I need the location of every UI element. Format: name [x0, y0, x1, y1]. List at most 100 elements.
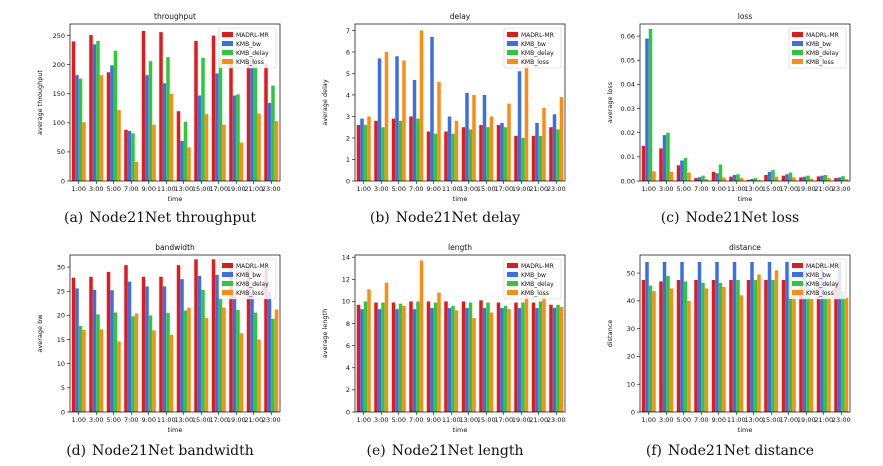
bar-kmb_loss-2300 [274, 309, 279, 412]
bar-kmb_bw-900 [430, 36, 434, 182]
x-tick-label: 19:00 [512, 416, 531, 424]
bar-madrl-mr-1100 [159, 276, 163, 412]
bar-kmb_delay-2300 [556, 304, 560, 412]
y-tick-label: 7 [346, 27, 350, 35]
chart-title: delay [450, 12, 471, 21]
bar-madrl-mr-100 [641, 145, 646, 181]
x-tick-label: 5:00 [676, 416, 691, 424]
legend-swatch-kmb_bw [792, 272, 803, 277]
bar-kmb_loss-2300 [559, 97, 564, 181]
y-axis-label: average bw [36, 314, 44, 353]
x-tick-label: 15:00 [762, 416, 781, 424]
bar-kmb_delay-700 [131, 316, 135, 412]
bar-kmb_delay-100 [78, 326, 83, 412]
bar-kmb_loss-1300 [472, 94, 476, 181]
bar-kmb_loss-700 [419, 260, 424, 412]
bar-kmb_bw-1100 [162, 83, 167, 181]
bar-kmb_loss-500 [402, 60, 406, 182]
bar-kmb_delay-1100 [166, 312, 170, 412]
bar-kmb_bw-1300 [180, 140, 184, 181]
bar-kmb_delay-1500 [771, 170, 775, 181]
y-tick-label: 20 [627, 353, 635, 361]
bar-kmb_delay-2100 [823, 174, 828, 181]
bar-madrl-mr-1100 [444, 131, 448, 181]
bar-kmb_delay-100 [78, 78, 83, 181]
bar-madrl-mr-1900 [229, 267, 233, 412]
bar-kmb_delay-900 [148, 315, 153, 412]
bar-kmb_loss-1500 [774, 270, 779, 412]
bar-kmb_delay-700 [131, 133, 135, 181]
legend-box [503, 258, 562, 300]
bar-kmb_loss-1700 [792, 291, 796, 412]
bar-madrl-mr-100 [71, 277, 76, 412]
bar-kmb_delay-1100 [451, 133, 455, 181]
x-tick-label: 21:00 [529, 416, 548, 424]
bar-kmb_loss-900 [722, 177, 726, 181]
legend-label-kmb_bw: KMB_bw [236, 41, 261, 48]
bar-kmb_bw-2300 [552, 114, 557, 181]
bar-kmb_bw-100 [360, 118, 364, 181]
bar-kmb_bw-500 [395, 309, 399, 412]
bar-madrl-mr-300 [374, 302, 378, 412]
bar-madrl-mr-1500 [764, 280, 768, 412]
y-tick-label: 0 [61, 177, 65, 185]
bar-kmb_bw-500 [110, 290, 114, 412]
legend-swatch-madrl-mr [792, 32, 803, 37]
bar-kmb_loss-500 [687, 300, 691, 412]
y-tick-label: 10 [627, 381, 635, 389]
caption-bandwidth: (d) Node21Net bandwidth [15, 443, 305, 459]
x-tick-label: 21:00 [814, 185, 833, 193]
y-tick-label: 6 [346, 342, 350, 350]
bar-kmb_bw-1100 [447, 308, 452, 412]
bar-madrl-mr-500 [676, 280, 681, 412]
y-axis-label: average delay [321, 79, 329, 126]
plot-frame [639, 254, 851, 413]
legend-label-kmb_bw: KMB_bw [236, 272, 261, 279]
bar-kmb_delay-1300 [183, 310, 188, 412]
bar-madrl-mr-1300 [176, 265, 181, 412]
bar-madrl-mr-2100 [531, 302, 536, 412]
bar-kmb_bw-700 [127, 281, 132, 412]
bar-kmb_delay-300 [381, 302, 385, 412]
x-tick-label: 23:00 [547, 185, 566, 193]
bar-madrl-mr-2300 [834, 178, 838, 181]
bar-kmb_loss-100 [367, 116, 371, 181]
bar-madrl-mr-1700 [496, 302, 501, 412]
x-axis-label: time [738, 195, 753, 203]
legend-box [788, 27, 847, 69]
bar-kmb_bw-1900 [232, 292, 237, 412]
bar-kmb_delay-100 [363, 301, 368, 412]
bar-kmb_delay-1500 [201, 57, 205, 182]
x-tick-label: 5:00 [106, 416, 121, 424]
bar-madrl-mr-1100 [729, 176, 733, 181]
y-tick-label: 0.02 [621, 129, 635, 137]
bar-kmb_bw-100 [360, 309, 364, 412]
bar-madrl-mr-900 [426, 131, 431, 181]
bar-kmb_loss-2100 [827, 296, 831, 412]
bar-kmb_delay-500 [683, 158, 688, 181]
x-tick-label: 7:00 [694, 185, 709, 193]
legend-swatch-madrl-mr [222, 263, 233, 268]
legend-swatch-kmb_bw [507, 272, 518, 277]
bar-kmb_delay-2300 [271, 85, 275, 181]
y-axis-label: average length [321, 309, 329, 358]
bar-kmb_loss-300 [384, 51, 389, 182]
bar-kmb_bw-1100 [732, 261, 737, 412]
bar-kmb_bw-1900 [517, 71, 522, 181]
bar-kmb_bw-100 [75, 288, 79, 412]
x-tick-label: 17:00 [779, 185, 798, 193]
legend-label-kmb_loss: KMB_loss [806, 290, 834, 297]
bar-kmb_delay-1900 [806, 286, 810, 412]
bar-kmb_delay-900 [433, 302, 438, 412]
bar-madrl-mr-1900 [514, 135, 518, 181]
bar-kmb_loss-500 [402, 305, 406, 412]
bar-kmb_bw-1300 [465, 92, 469, 181]
bar-kmb_bw-100 [645, 261, 649, 412]
x-tick-label: 11:00 [442, 416, 461, 424]
legend-swatch-madrl-mr [222, 32, 233, 37]
x-axis-label: time [168, 426, 183, 434]
x-tick-label: 9:00 [711, 416, 726, 424]
y-tick-label: 50 [627, 269, 635, 277]
bar-kmb_delay-900 [148, 61, 153, 181]
legend-label-madrl-mr: MADRL-MR [236, 32, 269, 39]
